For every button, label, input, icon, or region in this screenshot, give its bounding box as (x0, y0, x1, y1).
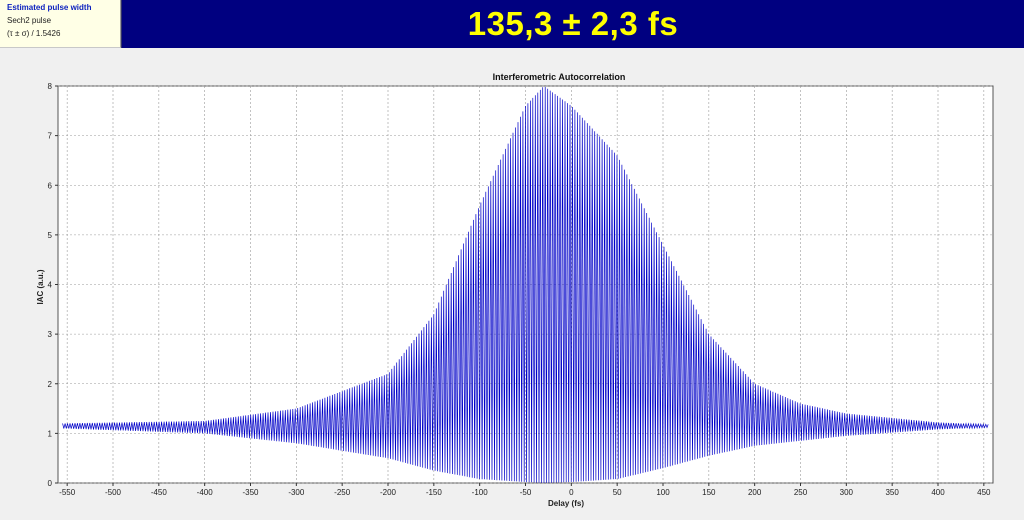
x-tick-label: -150 (426, 488, 443, 497)
x-tick-label: 350 (885, 488, 899, 497)
x-axis-ticks: -550 -500 -450 -400 -350 -300 -250 -200 -150 -100… (59, 483, 991, 497)
y-tick-label: 0 (48, 479, 53, 488)
pulse-shape-label: Sech2 pulse (7, 16, 52, 25)
x-tick-label: -100 (472, 488, 489, 497)
pulse-formula: (τ ± σ) / 1.5426 (7, 29, 61, 38)
x-tick-label: 50 (613, 488, 622, 497)
pulse-info-panel: Estimated pulse width Sech2 pulse (τ ± σ… (0, 0, 121, 48)
pulse-width-display: 135,3 ± 2,3 fs (121, 0, 1024, 48)
y-tick-label: 7 (48, 132, 53, 141)
x-tick-label: -250 (334, 488, 351, 497)
info-title: Estimated pulse width (7, 3, 92, 12)
x-tick-label: -300 (288, 488, 305, 497)
y-tick-label: 3 (48, 330, 53, 339)
iac-chart: -550 -500 -450 -400 -350 -300 -250 -200 -150 -100… (0, 50, 1024, 520)
y-axis-ticks: 0 1 2 3 4 5 6 7 8 (48, 82, 58, 488)
x-tick-label: 400 (931, 488, 945, 497)
x-tick-label: -550 (59, 488, 76, 497)
iac-trace (62, 86, 989, 484)
y-axis-label: IAC (a.u.) (36, 269, 45, 304)
y-tick-label: 2 (48, 380, 53, 389)
y-tick-label: 6 (48, 181, 53, 190)
y-tick-label: 8 (48, 82, 53, 91)
chart-title: Interferometric Autocorrelation (493, 72, 626, 82)
header-bar: Estimated pulse width Sech2 pulse (τ ± σ… (0, 0, 1024, 50)
pulse-width-value: 135,3 ± 2,3 fs (467, 5, 679, 42)
x-tick-label: -350 (242, 488, 259, 497)
x-axis-label: Delay (fs) (548, 499, 584, 508)
x-tick-label: -200 (380, 488, 397, 497)
x-tick-label: 250 (794, 488, 808, 497)
y-tick-label: 4 (48, 281, 53, 290)
chart-area: -550 -500 -450 -400 -350 -300 -250 -200 -150 -100… (0, 50, 1024, 520)
y-tick-label: 1 (48, 429, 53, 438)
x-tick-label: -500 (105, 488, 122, 497)
y-tick-label: 5 (48, 231, 53, 240)
x-tick-label: 100 (656, 488, 670, 497)
trace-group (62, 86, 989, 484)
x-tick-label: 200 (748, 488, 762, 497)
x-tick-label: 300 (840, 488, 854, 497)
x-tick-label: 450 (977, 488, 991, 497)
x-tick-label: 0 (569, 488, 574, 497)
x-tick-label: -50 (520, 488, 532, 497)
x-tick-label: -450 (151, 488, 168, 497)
x-tick-label: -400 (197, 488, 214, 497)
x-tick-label: 150 (702, 488, 716, 497)
